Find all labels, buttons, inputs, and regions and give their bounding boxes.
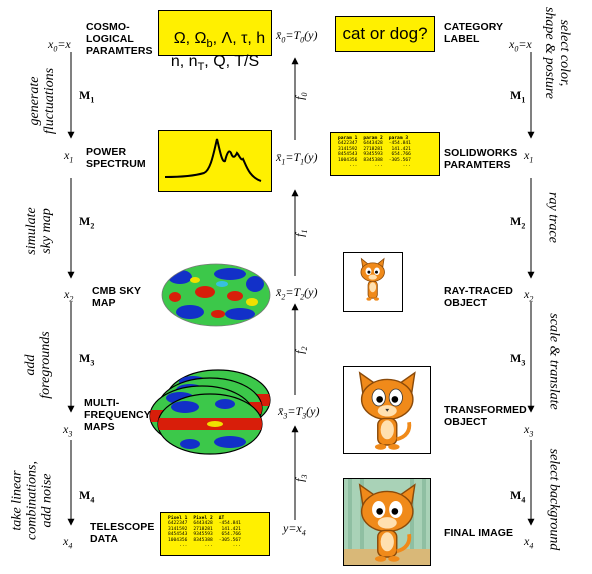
- right-op-2: M2: [510, 214, 526, 231]
- mid-func-3: f3: [292, 474, 309, 482]
- power-spectrum-box: [158, 130, 272, 192]
- right-node-2-var: x2: [524, 287, 534, 304]
- mid-estimate-3: x̄3=T3(y): [278, 404, 320, 421]
- mid-func-1: f1: [292, 229, 309, 237]
- right-node-0-var: x0=x: [509, 37, 532, 54]
- right-action-2: ray trace: [545, 192, 561, 243]
- left-action-1: generate fluctuations: [27, 67, 57, 135]
- left-action-3: add foregrounds: [23, 331, 53, 399]
- cmb-sky-map: [161, 263, 271, 327]
- left-node-1-label: POWER SPECTRUM: [86, 146, 146, 170]
- large-cat-icon: [358, 371, 416, 450]
- left-node-0-label: COSMO- LOGICAL PARAMTERS: [86, 21, 153, 57]
- left-node-1-var: x1: [64, 148, 74, 165]
- left-action-2: simulate sky map: [24, 207, 54, 255]
- left-op-2: M2: [79, 214, 95, 231]
- mid-estimate-1: x̄1=T1(y): [276, 150, 318, 167]
- right-op-3: M3: [510, 351, 526, 368]
- right-node-4-label: FINAL IMAGE: [444, 527, 514, 539]
- left-node-2-var: x2: [64, 287, 74, 304]
- right-node-1-label: SOLIDWORKS PARAMTERS: [444, 147, 518, 171]
- power-spectrum-curve: [164, 138, 262, 182]
- left-node-4-label: TELESCOPE DATA: [90, 521, 155, 545]
- final-image: [343, 478, 431, 566]
- right-node-1-var: x1: [524, 148, 534, 165]
- right-node-2-label: RAY-TRACED OBJECT: [444, 285, 513, 309]
- final-cat-with-background: [344, 479, 430, 565]
- telescope-data-table: Pixel 1 Pixel 2 ΔT 6422347 6443428 -454.841 …: [160, 512, 270, 556]
- small-cat-icon: [360, 257, 385, 301]
- left-node-3-label: MULTI- FREQUENCY MAPS: [84, 397, 151, 433]
- left-node-0-var: x0=x: [48, 37, 71, 54]
- right-action-3: scale & translate: [546, 313, 562, 410]
- right-node-3-label: TRANSFORMED OBJECT: [444, 404, 527, 428]
- right-node-4-var: x4: [524, 534, 534, 551]
- right-node-0-label: CATEGORY LABEL: [444, 21, 504, 45]
- left-node-2-label: CMB SKY MAP: [92, 285, 142, 309]
- right-node-3-var: x3: [524, 422, 534, 439]
- category-box: cat or dog?: [335, 16, 435, 52]
- left-node-3-var: x3: [63, 422, 73, 439]
- left-action-4: take linear combinations, add noise: [9, 461, 55, 540]
- transformed-object-image: [343, 366, 431, 454]
- left-op-3: M3: [79, 351, 95, 368]
- mid-estimate-0: x̄0=T0(y): [276, 28, 318, 45]
- left-op-4: M4: [79, 488, 95, 505]
- multi-frequency-maps: [149, 369, 271, 455]
- solidworks-table: param 1 param 2 param 3 6422347 6443428 -454…: [330, 132, 440, 176]
- right-action-4: select background: [546, 448, 562, 551]
- ray-traced-object-image: [343, 252, 403, 312]
- right-op-1: M1: [510, 88, 526, 105]
- left-node-4-var: x4: [63, 534, 73, 551]
- cosmo-params-box: Ω, Ωb, Λ, τ, h n, nT, Q, T/S: [158, 10, 272, 73]
- mid-estimate-2: x̄2=T2(y): [276, 285, 318, 302]
- right-action-1: select color, shape & posture: [542, 6, 572, 100]
- right-op-4: M4: [510, 488, 526, 505]
- mid-bottom-y: y=x4: [283, 521, 306, 538]
- left-op-1: M1: [79, 88, 95, 105]
- mid-func-0: f0: [292, 92, 309, 100]
- mid-func-2: f2: [292, 346, 309, 354]
